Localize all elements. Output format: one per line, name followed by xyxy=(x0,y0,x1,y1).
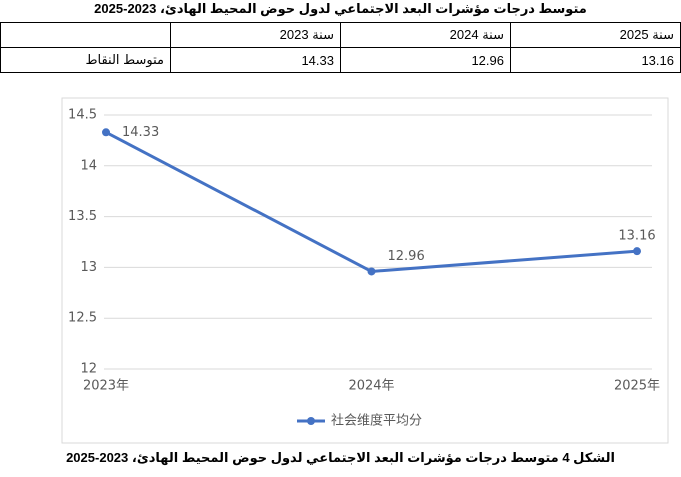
x-tick-label: 2023年 xyxy=(83,379,129,394)
table-header xyxy=(0,22,171,48)
x-tick-label: 2025年 xyxy=(614,379,660,394)
y-tick-label: 14 xyxy=(80,158,97,173)
x-tick-label: 2024年 xyxy=(348,379,394,394)
table-cell: متوسط النقاط xyxy=(0,47,171,73)
legend-label: 社会维度平均分 xyxy=(331,413,422,429)
legend-marker xyxy=(307,417,315,425)
data-label: 13.16 xyxy=(618,229,655,244)
chart-frame xyxy=(61,97,669,444)
data-point xyxy=(102,128,110,137)
data-table: سنة 2025 سنة 2024 سنة 2023 13.16 12.96 1… xyxy=(0,22,681,73)
data-label: 12.96 xyxy=(388,249,425,264)
y-tick-label: 14.5 xyxy=(68,108,97,123)
y-tick-label: 13.5 xyxy=(68,209,97,224)
table-cell: 14.33 xyxy=(170,47,341,73)
table-cell: 12.96 xyxy=(340,47,511,73)
y-tick-label: 12.5 xyxy=(68,311,97,326)
y-tick-label: 13 xyxy=(80,260,97,275)
table-cell: 13.16 xyxy=(510,47,681,73)
y-tick-label: 12 xyxy=(80,362,97,377)
data-point xyxy=(367,267,376,276)
data-label: 14.33 xyxy=(122,125,159,140)
doc-title: متوسط درجات مؤشرات البعد الاجتماعي لدول … xyxy=(94,1,587,16)
caption: الشكل 4 متوسط درجات مؤشرات البعد الاجتما… xyxy=(66,450,615,465)
data-point xyxy=(633,247,641,256)
chart: 12 12.5 13 13.5 14 14.5 2023年 2024年 2025年 14.33 12… xyxy=(61,97,669,444)
